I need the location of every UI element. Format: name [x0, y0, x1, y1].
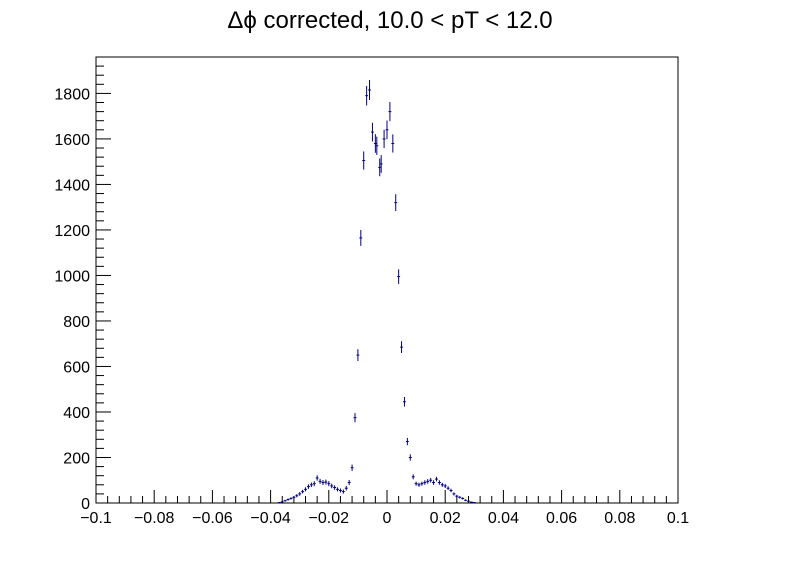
- data-point: [280, 501, 284, 503]
- data-point: [295, 494, 299, 498]
- data-point: [327, 481, 331, 487]
- data-point: [411, 474, 415, 480]
- x-tick-label: −0.04: [250, 510, 291, 527]
- data-point: [435, 476, 438, 482]
- data-point: [400, 341, 404, 354]
- data-point: [353, 413, 357, 423]
- data-point: [365, 85, 369, 106]
- data-point: [318, 478, 322, 484]
- data-point: [432, 480, 436, 485]
- data-point: [403, 396, 406, 407]
- data-point: [306, 484, 310, 489]
- x-tick-label: −0.02: [309, 510, 350, 527]
- data-point: [350, 464, 354, 471]
- y-tick-label: 1400: [54, 177, 90, 194]
- data-point: [423, 480, 427, 485]
- data-point: [414, 481, 418, 486]
- data-point: [359, 229, 363, 246]
- data-point: [458, 496, 462, 499]
- y-tick-label: 800: [63, 314, 90, 331]
- data-point: [391, 134, 395, 153]
- y-tick-label: 1600: [54, 132, 90, 149]
- data-point: [397, 269, 401, 284]
- data-point: [324, 479, 328, 485]
- data-point: [379, 155, 383, 173]
- data-point: [321, 480, 325, 486]
- data-point: [292, 495, 296, 499]
- data-point: [437, 480, 441, 485]
- data-point: [452, 492, 456, 496]
- data-point: [304, 487, 307, 492]
- x-tick-label: 0.06: [546, 510, 577, 527]
- y-axis: 0 200 400 600 800 1000 1200 1400 1600 1800: [54, 56, 111, 513]
- data-point: [289, 497, 293, 500]
- chart-title: Δϕ corrected, 10.0 < pT < 12.0: [227, 7, 552, 34]
- data-point: [362, 151, 366, 170]
- data-point: [315, 475, 319, 481]
- y-tick-label: 1200: [54, 223, 90, 240]
- x-tick-label: −0.1: [80, 510, 112, 527]
- data-point: [336, 487, 339, 492]
- data-point: [286, 498, 290, 501]
- x-tick-label: 0.04: [488, 510, 519, 527]
- x-tick-label: −0.08: [134, 510, 175, 527]
- data-point: [330, 483, 334, 489]
- data-point: [375, 136, 379, 155]
- data-point: [467, 500, 470, 502]
- data-point: [283, 499, 287, 502]
- x-tick-label: 0.02: [430, 510, 461, 527]
- data-points: [277, 79, 476, 504]
- y-tick-label: 600: [63, 359, 90, 376]
- data-point: [472, 502, 476, 504]
- y-tick-label: 0: [81, 496, 90, 513]
- data-point: [443, 483, 447, 488]
- data-point: [385, 120, 389, 140]
- x-axis: −0.1 −0.08 −0.06 −0.04 −0.02 0 0.02 0.04 0.06 0.0…: [80, 490, 689, 527]
- data-point: [370, 122, 374, 142]
- x-tick-label: −0.06: [192, 510, 233, 527]
- data-point: [440, 482, 444, 487]
- data-point: [301, 489, 305, 494]
- data-point: [347, 480, 351, 486]
- data-point: [341, 489, 345, 494]
- data-point: [464, 499, 468, 502]
- x-tick-label: 0.1: [667, 510, 689, 527]
- data-point: [449, 488, 453, 493]
- data-point: [408, 454, 412, 461]
- data-point: [446, 486, 450, 491]
- data-point: [312, 481, 316, 487]
- y-tick-label: 200: [63, 450, 90, 467]
- data-point: [368, 79, 371, 101]
- data-point: [394, 194, 398, 212]
- y-tick-label: 1000: [54, 268, 90, 285]
- y-tick-label: 1800: [54, 86, 90, 103]
- data-point: [333, 485, 337, 490]
- data-point: [298, 492, 302, 496]
- data-point: [388, 102, 392, 122]
- data-point: [309, 482, 313, 488]
- x-tick-label: 0: [383, 510, 392, 527]
- data-point: [277, 502, 281, 504]
- data-point: [426, 479, 430, 484]
- y-tick-label: 400: [63, 405, 90, 422]
- data-point: [338, 488, 342, 493]
- data-point: [417, 482, 421, 487]
- data-point: [344, 485, 348, 491]
- x-tick-label: 0.08: [604, 510, 635, 527]
- data-point: [382, 129, 386, 149]
- data-point: [469, 501, 473, 503]
- data-point: [420, 481, 424, 486]
- data-point: [461, 497, 465, 500]
- data-point: [356, 349, 360, 362]
- data-point: [455, 494, 459, 498]
- data-point: [429, 477, 433, 483]
- data-point: [405, 437, 409, 446]
